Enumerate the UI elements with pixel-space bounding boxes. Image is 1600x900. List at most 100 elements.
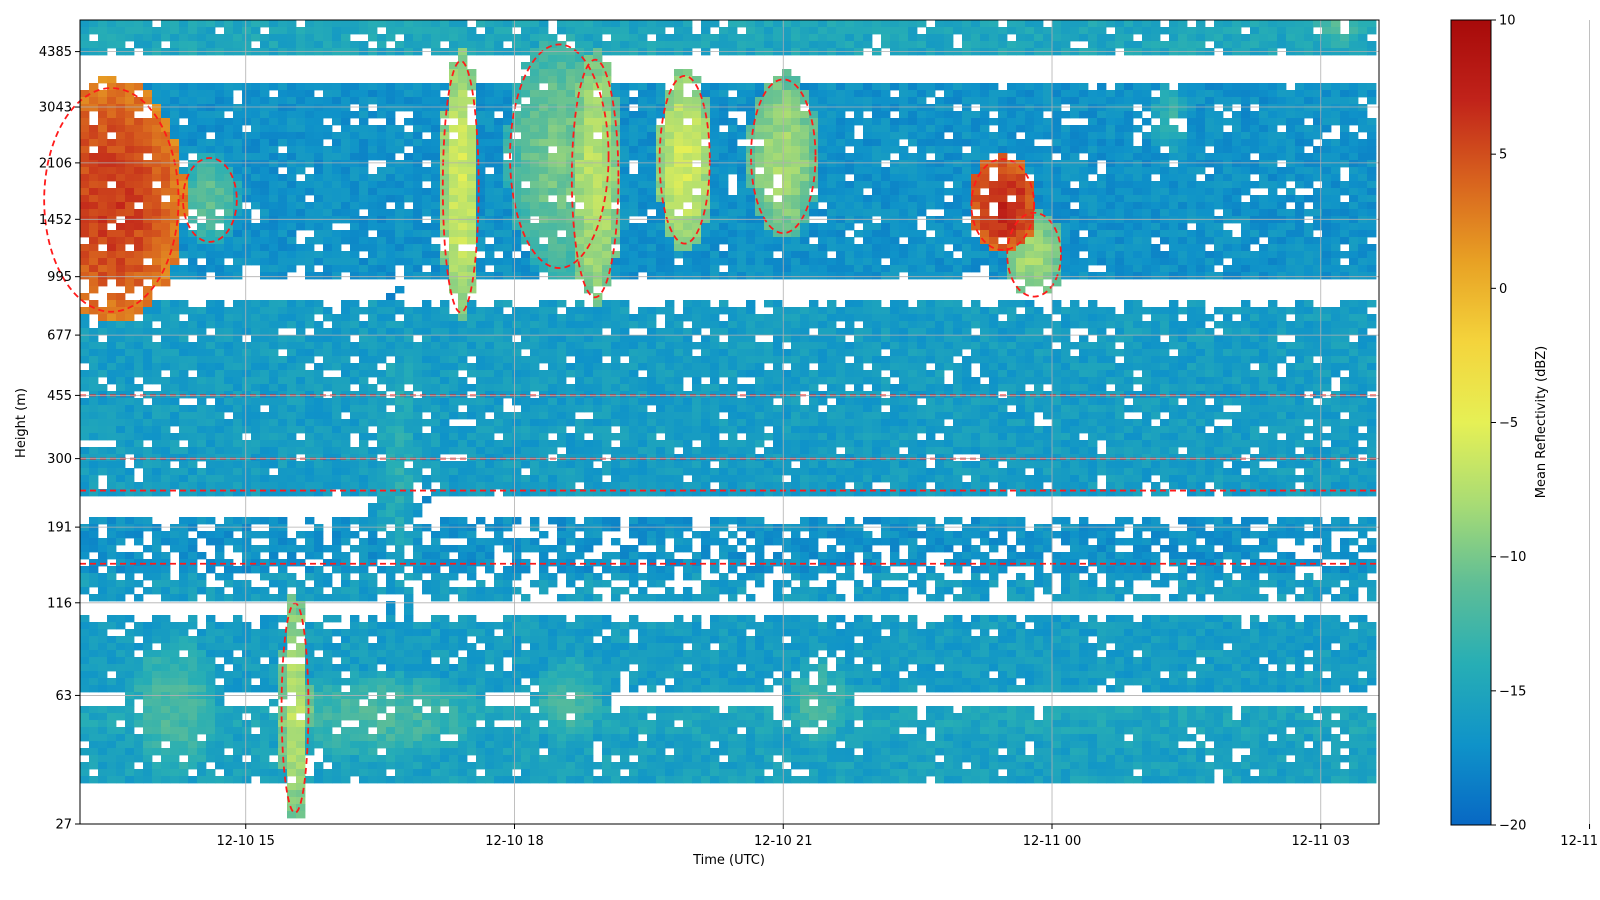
heatmap-cell	[773, 111, 783, 119]
heatmap-cell	[890, 83, 900, 91]
heatmap-cell	[1187, 300, 1197, 308]
heatmap-cell	[1367, 132, 1377, 140]
heatmap-cell	[332, 139, 342, 147]
heatmap-cell	[593, 307, 603, 315]
heatmap-cell	[602, 153, 612, 161]
heatmap-cell	[215, 258, 225, 266]
heatmap-cell	[638, 174, 648, 182]
heatmap-cell	[638, 307, 648, 315]
heatmap-cell	[458, 132, 468, 140]
heatmap-cell	[602, 195, 612, 203]
heatmap-cell	[1142, 97, 1152, 105]
heatmap-cell	[215, 90, 225, 98]
heatmap-cell	[971, 300, 981, 308]
heatmap-cell	[1178, 237, 1188, 245]
heatmap-cell	[908, 181, 918, 189]
heatmap-cell	[1097, 237, 1107, 245]
heatmap-cell	[890, 237, 900, 245]
heatmap-cell	[1124, 209, 1134, 217]
heatmap-cell	[1349, 265, 1359, 273]
heatmap-cell	[359, 167, 369, 175]
heatmap-cell	[791, 97, 801, 105]
heatmap-cell	[557, 258, 567, 266]
heatmap-cell	[647, 146, 657, 154]
heatmap-cell	[1142, 202, 1152, 210]
heatmap-cell	[215, 97, 225, 105]
heatmap-cell	[260, 146, 270, 154]
heatmap-cell	[584, 251, 594, 259]
heatmap-cell	[503, 258, 513, 266]
heatmap-cell	[1349, 41, 1359, 49]
heatmap-cell	[1304, 174, 1314, 182]
heatmap-cell	[503, 209, 513, 217]
heatmap-cell	[737, 146, 747, 154]
heatmap-cell	[1277, 153, 1287, 161]
heatmap-cell	[944, 41, 954, 49]
heatmap-cell	[377, 300, 387, 308]
heatmap-cell	[593, 62, 603, 70]
heatmap-cell	[863, 300, 873, 308]
heatmap-cell	[332, 272, 342, 280]
heatmap-cell	[1079, 237, 1089, 245]
heatmap-cell	[800, 195, 810, 203]
heatmap-cell	[107, 244, 117, 252]
heatmap-cell	[1124, 181, 1134, 189]
heatmap-cell	[629, 230, 639, 238]
heatmap-cell	[530, 34, 540, 42]
heatmap-cell	[512, 111, 522, 119]
heatmap-cell	[107, 202, 117, 210]
heatmap-cell	[611, 20, 621, 28]
heatmap-cell	[530, 265, 540, 273]
heatmap-cell	[1277, 118, 1287, 126]
heatmap-cell	[1313, 307, 1323, 315]
heatmap-cell	[836, 104, 846, 112]
heatmap-cell	[323, 125, 333, 133]
heatmap-cell	[755, 83, 765, 91]
heatmap-cell	[458, 209, 468, 217]
heatmap-cell	[719, 237, 729, 245]
heatmap-cell	[1367, 300, 1377, 308]
heatmap-cell	[656, 328, 666, 336]
heatmap-cell	[1304, 244, 1314, 252]
heatmap-cell	[593, 300, 603, 308]
heatmap-cell	[377, 139, 387, 147]
heatmap-cell	[1196, 146, 1206, 154]
heatmap-cell	[485, 160, 495, 168]
heatmap-cell	[1160, 307, 1170, 315]
heatmap-cell	[683, 34, 693, 42]
heatmap-cell	[782, 27, 792, 35]
heatmap-cell	[1043, 83, 1053, 91]
heatmap-cell	[431, 34, 441, 42]
heatmap-cell	[1097, 97, 1107, 105]
heatmap-cell	[1025, 321, 1035, 329]
heatmap-cell	[1349, 300, 1359, 308]
heatmap-cell	[1133, 265, 1143, 273]
heatmap-cell	[548, 34, 558, 42]
heatmap-cell	[179, 244, 189, 252]
heatmap-cell	[1277, 307, 1287, 315]
heatmap-cell	[566, 244, 576, 252]
heatmap-cell	[296, 139, 306, 147]
heatmap-cell	[791, 307, 801, 315]
heatmap-cell	[287, 258, 297, 266]
heatmap-cell	[188, 97, 198, 105]
heatmap-cell	[188, 188, 198, 196]
heatmap-cell	[323, 195, 333, 203]
heatmap-cell	[197, 181, 207, 189]
heatmap-cell	[998, 321, 1008, 329]
heatmap-cell	[170, 34, 180, 42]
heatmap-cell	[161, 83, 171, 91]
heatmap-cell	[503, 27, 513, 35]
heatmap-cell	[800, 83, 810, 91]
heatmap-cell	[269, 202, 279, 210]
heatmap-cell	[395, 244, 405, 252]
heatmap-cell	[809, 258, 819, 266]
heatmap-cell	[161, 174, 171, 182]
heatmap-cell	[980, 223, 990, 231]
heatmap-cell	[404, 41, 414, 49]
heatmap-cell	[458, 258, 468, 266]
heatmap-cell	[1331, 314, 1341, 322]
heatmap-cell	[1097, 27, 1107, 35]
heatmap-cell	[1241, 181, 1251, 189]
heatmap-cell	[980, 20, 990, 28]
